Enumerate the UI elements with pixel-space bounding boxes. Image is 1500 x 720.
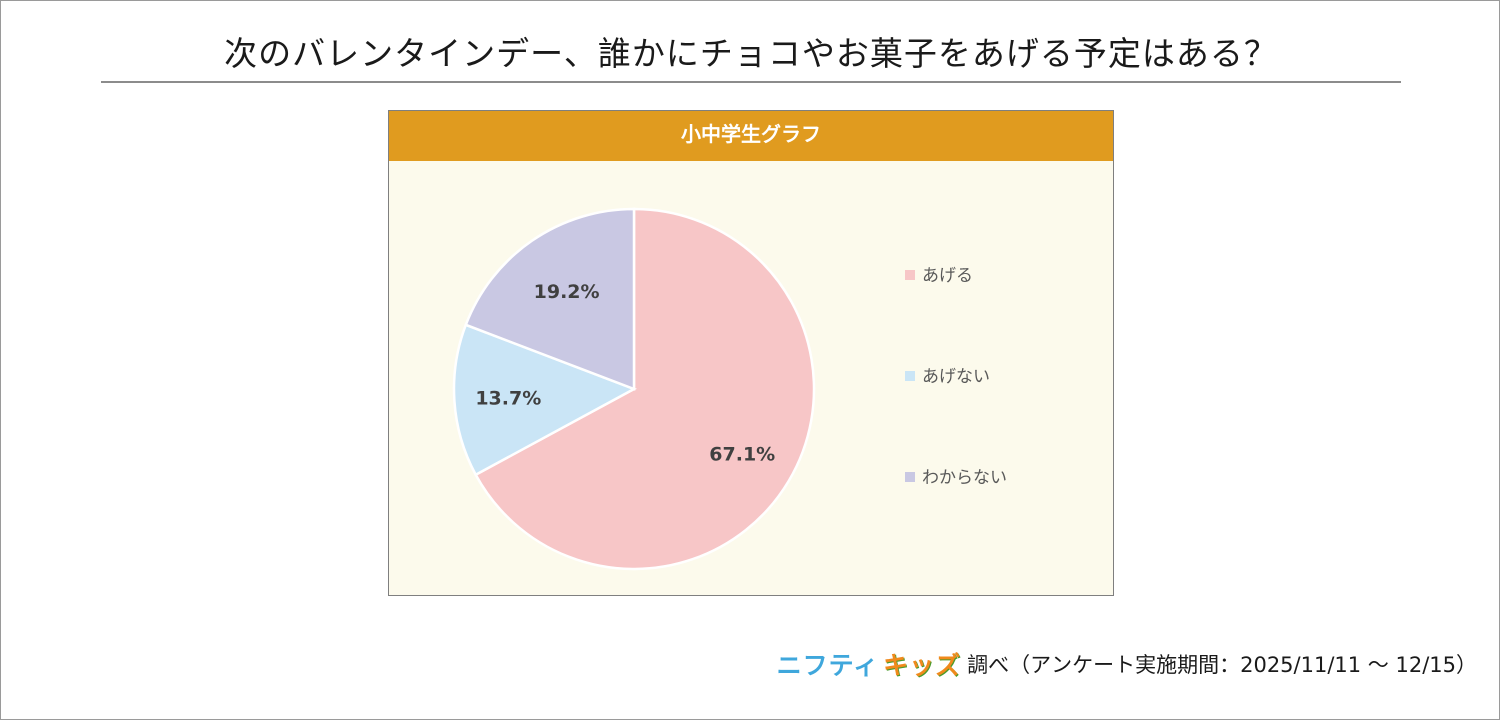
pie-slice-1 [474, 207, 816, 571]
source-credit: ニフティ キッズ 調べ（アンケート実施期間：2025/11/11 ～ 12/15） [777, 646, 1477, 682]
chart-title: 小中学生グラフ [389, 111, 1113, 161]
legend-label-2: あげない [922, 367, 990, 387]
pie-slice-2 [452, 323, 637, 477]
page-title: 次のバレンタインデー、誰かにチョコやお菓子をあげる予定はある？ [224, 34, 1278, 73]
brand-kids-text: キッズ [883, 652, 962, 680]
data-label-3: 19.2% [534, 281, 600, 303]
brand-nifty-text: ニフティ [776, 652, 880, 680]
data-label-2: 13.7% [475, 387, 541, 409]
pie-slice-3 [464, 207, 636, 391]
legend-swatch-2 [905, 371, 915, 381]
credit-text: 調べ（アンケート実施期間：2025/11/11 ～ 12/15） [967, 653, 1477, 677]
data-label-1: 67.1% [709, 443, 775, 465]
brand-logo: ニフティ キッズ [777, 646, 962, 682]
legend-swatch-3 [905, 472, 915, 482]
chart-panel: 小中学生グラフ 67.1% 13.7% 19.2% あげるあげないわからない [388, 110, 1114, 596]
legend-label-1: あげる [922, 266, 973, 286]
legend-swatch-1 [905, 270, 915, 280]
legend-label-3: わからない [922, 468, 1007, 488]
title-divider [101, 81, 1401, 83]
